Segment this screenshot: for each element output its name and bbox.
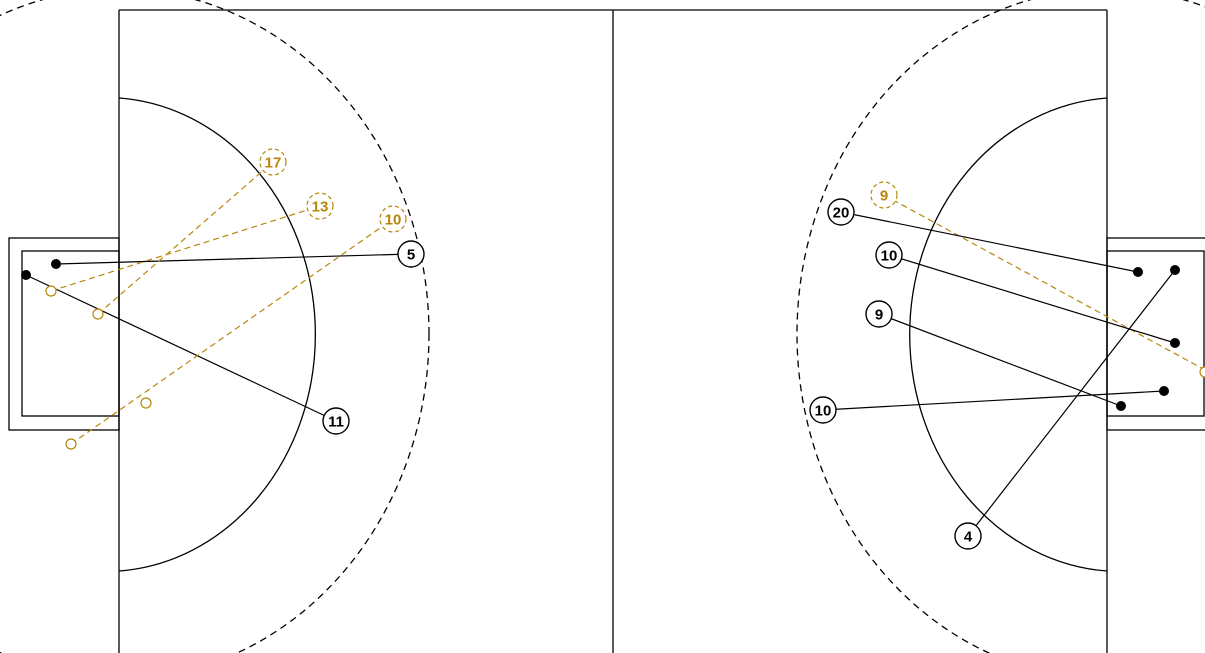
player-number: 17 xyxy=(265,155,282,172)
player-number: 10 xyxy=(815,403,832,420)
player-number: 5 xyxy=(407,247,415,264)
shot-right-9: 9 xyxy=(865,300,1126,411)
right-six-meter-arc xyxy=(909,97,1108,572)
left-six-meter-arc xyxy=(118,97,317,572)
right-nine-meter-arc xyxy=(796,0,1205,653)
shot-left-17: 17 xyxy=(92,148,287,320)
player-number: 13 xyxy=(312,199,329,216)
shot-right-10-b: 10 xyxy=(809,386,1169,424)
shot-right-9-missed: 9 xyxy=(870,181,1205,378)
shot-left-11: 11 xyxy=(21,270,350,435)
left-goal-inner xyxy=(21,250,120,417)
shot-left-5: 5 xyxy=(51,240,425,269)
player-number: 9 xyxy=(880,188,888,205)
shot-left-10: 10 xyxy=(65,205,407,450)
shot-right-10-a: 10 xyxy=(875,241,1180,348)
shot-right-20: 20 xyxy=(827,198,1143,277)
player-number: 4 xyxy=(964,529,973,546)
player-number: 10 xyxy=(881,248,898,265)
player-number: 20 xyxy=(833,205,850,222)
shot-right-4: 4 xyxy=(954,265,1180,550)
left-nine-meter-arc xyxy=(0,0,430,653)
player-number: 11 xyxy=(328,414,344,431)
left-goal-outer xyxy=(8,237,120,431)
player-number: 9 xyxy=(875,307,883,324)
right-goal-inner xyxy=(1106,250,1205,417)
shot-left-13: 13 xyxy=(45,192,334,297)
player-number: 10 xyxy=(385,212,402,229)
